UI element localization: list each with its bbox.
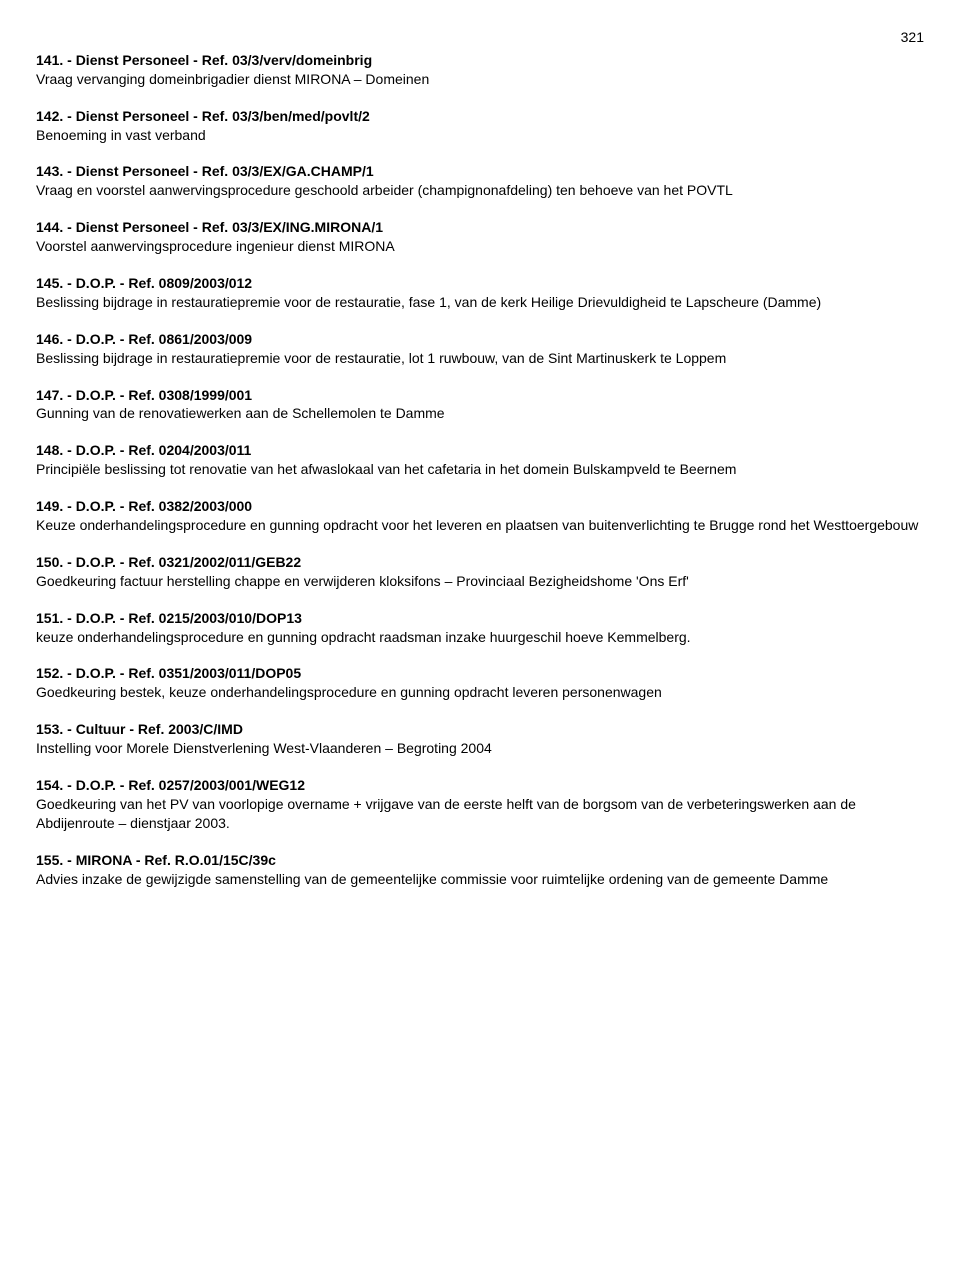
entry-body: keuze onderhandelingsprocedure en gunnin…	[36, 628, 924, 647]
entry: 144. - Dienst Personeel - Ref. 03/3/EX/I…	[36, 218, 924, 256]
entry: 146. - D.O.P. - Ref. 0861/2003/009Beslis…	[36, 330, 924, 368]
entry: 142. - Dienst Personeel - Ref. 03/3/ben/…	[36, 107, 924, 145]
entry-body: Gunning van de renovatiewerken aan de Sc…	[36, 404, 924, 423]
entry-body: Goedkeuring van het PV van voorlopige ov…	[36, 795, 924, 833]
entry-body: Beslissing bijdrage in restauratiepremie…	[36, 349, 924, 368]
page-number: 321	[36, 28, 924, 47]
entry-body: Vraag en voorstel aanwervingsprocedure g…	[36, 181, 924, 200]
entry-body: Vraag vervanging domeinbrigadier dienst …	[36, 70, 924, 89]
document-body: 141. - Dienst Personeel - Ref. 03/3/verv…	[36, 51, 924, 889]
entry-heading: 149. - D.O.P. - Ref. 0382/2003/000	[36, 497, 924, 516]
entry-heading: 145. - D.O.P. - Ref. 0809/2003/012	[36, 274, 924, 293]
entry: 148. - D.O.P. - Ref. 0204/2003/011Princi…	[36, 441, 924, 479]
entry: 149. - D.O.P. - Ref. 0382/2003/000Keuze …	[36, 497, 924, 535]
entry: 152. - D.O.P. - Ref. 0351/2003/011/DOP05…	[36, 664, 924, 702]
entry-heading: 143. - Dienst Personeel - Ref. 03/3/EX/G…	[36, 162, 924, 181]
entry-body: Advies inzake de gewijzigde samenstellin…	[36, 870, 924, 889]
entry-heading: 146. - D.O.P. - Ref. 0861/2003/009	[36, 330, 924, 349]
entry: 143. - Dienst Personeel - Ref. 03/3/EX/G…	[36, 162, 924, 200]
entry: 153. - Cultuur - Ref. 2003/C/IMDInstelli…	[36, 720, 924, 758]
entry: 141. - Dienst Personeel - Ref. 03/3/verv…	[36, 51, 924, 89]
entry-body: Goedkeuring bestek, keuze onderhandeling…	[36, 683, 924, 702]
entry: 145. - D.O.P. - Ref. 0809/2003/012Beslis…	[36, 274, 924, 312]
entry-heading: 153. - Cultuur - Ref. 2003/C/IMD	[36, 720, 924, 739]
entry-heading: 147. - D.O.P. - Ref. 0308/1999/001	[36, 386, 924, 405]
entry-body: Goedkeuring factuur herstelling chappe e…	[36, 572, 924, 591]
entry-body: Principiële beslissing tot renovatie van…	[36, 460, 924, 479]
entry-body: Beslissing bijdrage in restauratiepremie…	[36, 293, 924, 312]
entry-heading: 155. - MIRONA - Ref. R.O.01/15C/39c	[36, 851, 924, 870]
entry: 154. - D.O.P. - Ref. 0257/2003/001/WEG12…	[36, 776, 924, 833]
entry-heading: 152. - D.O.P. - Ref. 0351/2003/011/DOP05	[36, 664, 924, 683]
entry-body: Instelling voor Morele Dienstverlening W…	[36, 739, 924, 758]
entry-heading: 141. - Dienst Personeel - Ref. 03/3/verv…	[36, 51, 924, 70]
entry-heading: 151. - D.O.P. - Ref. 0215/2003/010/DOP13	[36, 609, 924, 628]
entry: 151. - D.O.P. - Ref. 0215/2003/010/DOP13…	[36, 609, 924, 647]
entry-heading: 142. - Dienst Personeel - Ref. 03/3/ben/…	[36, 107, 924, 126]
entry-heading: 148. - D.O.P. - Ref. 0204/2003/011	[36, 441, 924, 460]
entry-heading: 154. - D.O.P. - Ref. 0257/2003/001/WEG12	[36, 776, 924, 795]
entry-body: Keuze onderhandelingsprocedure en gunnin…	[36, 516, 924, 535]
entry-body: Benoeming in vast verband	[36, 126, 924, 145]
entry-heading: 150. - D.O.P. - Ref. 0321/2002/011/GEB22	[36, 553, 924, 572]
entry-body: Voorstel aanwervingsprocedure ingenieur …	[36, 237, 924, 256]
entry-heading: 144. - Dienst Personeel - Ref. 03/3/EX/I…	[36, 218, 924, 237]
entry: 155. - MIRONA - Ref. R.O.01/15C/39cAdvie…	[36, 851, 924, 889]
entry: 147. - D.O.P. - Ref. 0308/1999/001Gunnin…	[36, 386, 924, 424]
entry: 150. - D.O.P. - Ref. 0321/2002/011/GEB22…	[36, 553, 924, 591]
